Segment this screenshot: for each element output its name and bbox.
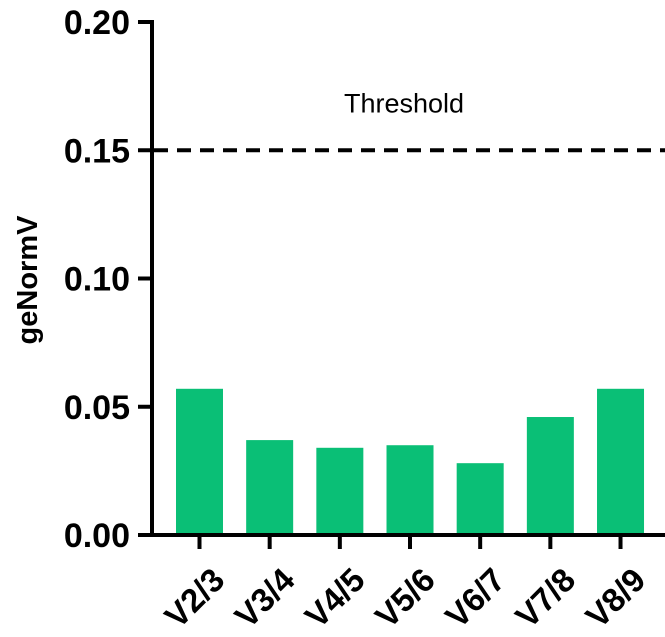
bar-V2-3 [176,388,223,535]
y-tick-label: 0.00 [64,517,130,555]
y-axis-label: geNormV [12,215,44,345]
x-tick-label: V5/6 [368,561,442,635]
y-ticks: 0.00 0.05 0.10 0.15 0.20 [64,4,152,555]
bars [176,388,645,535]
x-tick-label: V2/3 [157,561,231,635]
bar-V3-4 [246,440,294,535]
y-tick-label: 0.05 [64,389,130,427]
bar-V8-9 [597,388,645,535]
y-tick-label: 0.15 [64,132,130,170]
y-tick-label: 0.10 [64,261,130,299]
x-tick-label: V3/4 [227,560,302,635]
bar-V4-5 [316,447,364,535]
bar-V7-8 [526,417,574,535]
bar-V6-7 [456,463,504,535]
threshold-label: Threshold [344,88,464,118]
y-tick-label: 0.20 [64,4,130,42]
x-tick-label: V6/7 [438,561,512,635]
x-tick-label: V4/5 [298,561,372,635]
x-tick-label: V8/9 [578,561,652,635]
threshold: Threshold [154,88,665,153]
x-tick-label: V7/8 [508,561,582,635]
x-ticks: V2/3V3/4V4/5V5/6V6/7V7/8V8/9 [157,535,652,635]
bar-V5-6 [386,445,434,535]
